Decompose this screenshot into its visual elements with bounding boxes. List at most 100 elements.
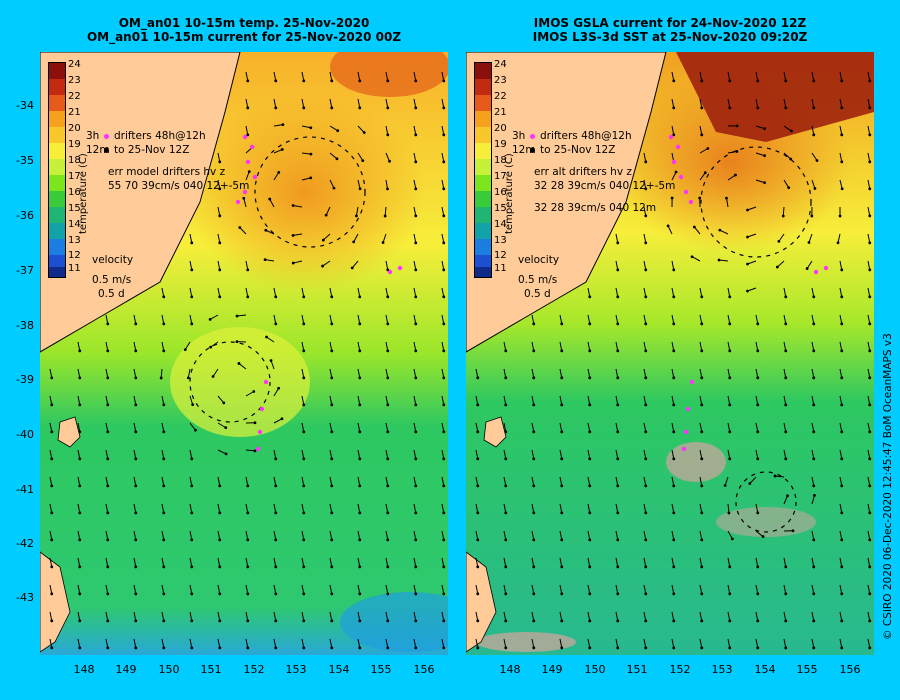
velocity-arrow-head [700,646,704,650]
velocity-arrow [867,422,871,432]
velocity-arrow-head [748,482,752,485]
velocity-arrow [301,422,305,432]
velocity-arrow-head [330,646,334,650]
velocity-arrow-head [330,619,334,623]
velocity-arrow [413,71,417,81]
velocity-arrow-head [309,126,313,130]
velocity-arrow-head [504,349,508,353]
velocity-arrow-head [355,214,358,218]
velocity-arrow [811,314,815,324]
velocity-arrow-head [728,376,732,380]
right-map-panel[interactable]: 24 23 22 21 20 19 18 17 16 15 14 13 12 1… [466,52,874,655]
velocity-arrow-head [840,511,844,515]
velocity-arrow [811,71,815,81]
velocity-arrow-head [274,106,278,110]
velocity-arrow [587,611,591,621]
velocity-arrow-head [190,511,194,515]
velocity-arrow-head [644,268,648,272]
velocity-arrow-head [840,457,844,461]
velocity-arrow-head [414,376,418,380]
cb-tick: 19 [68,139,81,150]
lat-label: -43 [16,591,34,604]
velocity-arrow-head [302,646,306,650]
velocity-arrow [49,503,53,513]
velocity-arrow-head [700,295,704,299]
velocity-arrow-head [735,124,739,128]
velocity-arrow [245,98,249,108]
velocity-arrow-head [246,79,250,83]
velocity-arrow-head [616,322,620,326]
velocity-arrow-head [264,228,268,232]
velocity-arrow [615,557,619,567]
velocity-arrow [413,503,417,513]
velocity-arrow [217,611,221,621]
velocity-arrow-head [280,148,284,151]
velocity-arrow [105,476,109,486]
velocity-arrow-head [358,538,362,542]
drifter-tracks [668,134,829,452]
velocity-arrow [245,503,249,513]
velocity-arrow [643,584,647,594]
legend-to: to 25-Nov 12Z [104,144,189,157]
velocity-arrow-head [442,565,446,569]
velocity-arrow-head [190,484,194,488]
velocity-arrow-head [588,619,592,623]
velocity-arrow-head [414,619,418,623]
velocity-arrow [867,611,871,621]
velocity-arrow [357,71,361,81]
cb-tick: 24 [494,59,507,70]
left-map-panel[interactable]: 24 23 22 21 20 19 18 17 16 15 14 13 12 1… [40,52,448,655]
velocity-arrow-head [812,646,816,650]
velocity-arrow-head [616,349,620,353]
velocity-arrow [783,395,787,405]
velocity-arrow [475,368,479,378]
velocity-arrow-head [756,457,760,461]
velocity-arrow [243,198,247,208]
velocity-arrow [839,314,843,324]
velocity-arrow [245,391,255,397]
velocity-arrow [77,341,81,351]
velocity-arrow-head [700,349,704,353]
velocity-arrow-head [414,565,418,569]
lon-label: 153 [711,663,733,676]
velocity-arrow-head [672,430,676,434]
velocity-arrow-head [644,403,648,407]
velocity-arrow [778,233,785,242]
velocity-arrow [643,476,647,486]
velocity-arrow [357,557,361,567]
lon-label: 152 [243,663,265,676]
velocity-arrow [643,206,647,216]
velocity-arrow [245,171,250,181]
velocity-arrow [475,449,479,459]
velocity-arrow [189,287,193,297]
lon-label: 149 [115,663,137,676]
colorbar [48,62,66,278]
velocity-arrow-head [358,511,362,515]
velocity-arrow-head [756,592,760,596]
velocity-arrow-head [302,376,306,380]
velocity-arrow [325,206,331,216]
velocity-arrow-head [386,511,390,515]
velocity-arrow [783,495,788,505]
velocity-arrow [749,476,757,484]
velocity-arrow-head [442,295,446,299]
velocity-arrow [531,530,535,540]
velocity-arrow-head [414,430,418,434]
velocity-arrow-head [302,106,306,110]
velocity-arrow [699,172,706,181]
velocity-arrow [531,503,535,513]
velocity-arrow-head [253,449,257,453]
velocity-arrow-head [746,262,749,266]
velocity-arrow [699,557,703,567]
legend-12m: 12m [86,144,110,156]
velocity-arrow-head [134,403,138,407]
velocity-arrow-head [644,322,648,326]
velocity-arrow-head [532,511,536,515]
lon-label: 153 [285,663,307,676]
velocity-arrow-head [386,295,390,299]
velocity-arrow-head [812,565,816,569]
velocity-arrow-head [476,538,480,542]
velocity-arrow-head [291,204,295,207]
velocity-arrow-head [868,403,872,407]
velocity-arrow [671,98,675,108]
